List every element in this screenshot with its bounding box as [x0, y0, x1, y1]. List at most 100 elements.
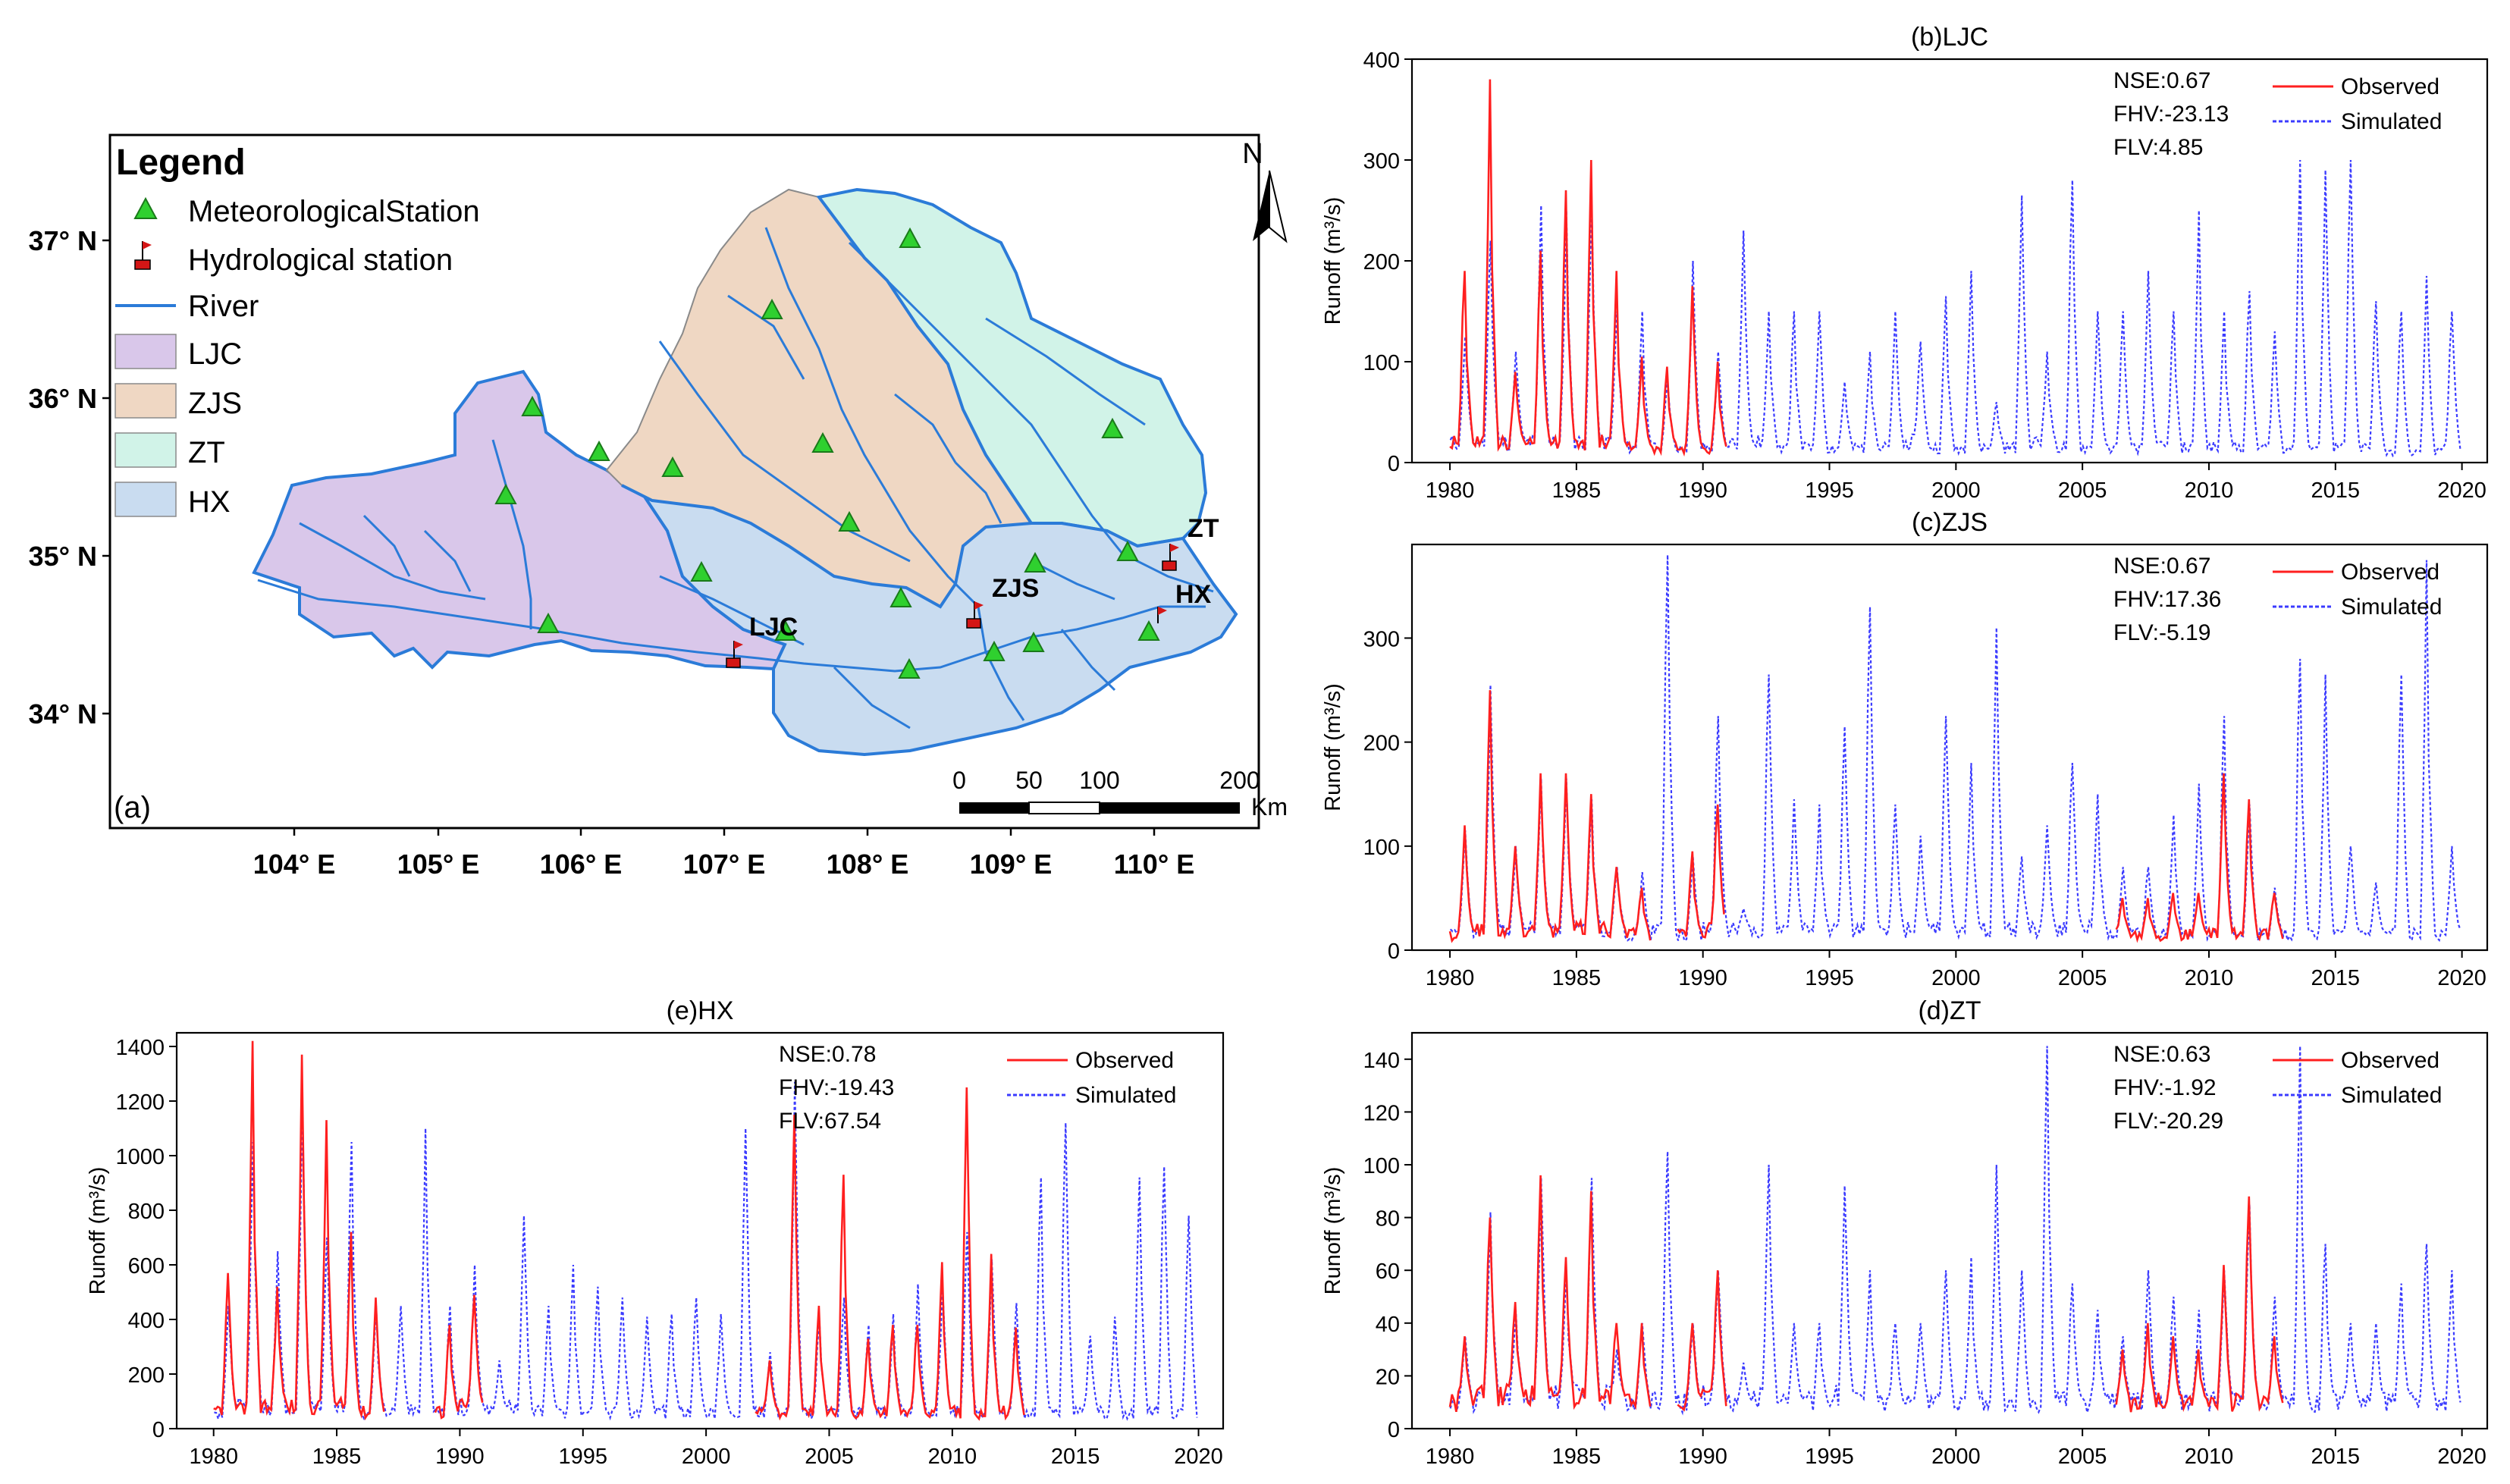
y-tick-label: 20	[1376, 1365, 1400, 1389]
chart-title: (d)ZT	[1918, 996, 1981, 1025]
meteo-station-marker	[774, 620, 797, 641]
north-arrow-icon: N	[1242, 138, 1288, 243]
x-tick-label: 2000	[682, 1445, 731, 1469]
simulated-series-line	[1449, 554, 2461, 943]
lon-label-110: 110° E	[1114, 849, 1195, 880]
y-tick-label: 1200	[115, 1090, 165, 1115]
legend-hx-swatch	[115, 482, 177, 517]
x-tick-label: 2020	[2437, 1445, 2486, 1469]
chart-zt: (d)ZT 0 20 40 60 80 100 120 140 1980 1985 1990 1995 2…	[1321, 996, 2489, 1469]
map-legend: Legend MeteorologicalStation Hydrologica…	[115, 143, 480, 519]
x-tick-label: 1980	[189, 1445, 238, 1469]
lat-label-36: 36° N	[29, 383, 97, 414]
plot-area	[1410, 543, 2489, 952]
meteo-station-marker	[1116, 540, 1139, 561]
y-axis-label: Runoff (m³/s)	[86, 1167, 110, 1295]
hydro-station-ljc	[726, 641, 743, 668]
meteo-station-marker	[898, 657, 921, 679]
scale-label-50: 50	[1015, 767, 1043, 794]
map-panel-label: (a)	[114, 791, 151, 824]
meteo-station-marker	[1022, 631, 1045, 652]
meteo-station-marker	[1024, 551, 1046, 573]
meteo-station-marker	[521, 395, 544, 416]
observed-series-line	[1449, 79, 1727, 457]
observed-series-line	[1448, 690, 1652, 943]
legend-zjs-swatch	[115, 383, 177, 419]
x-tick-label: 1985	[312, 1445, 362, 1469]
plot-area	[1410, 1031, 2489, 1430]
y-tick-label: 300	[1363, 627, 1400, 651]
stat-label: FHV:-19.43	[779, 1075, 894, 1100]
x-tick-label: 2005	[805, 1445, 854, 1469]
stat-label: FLV:4.85	[2113, 135, 2203, 160]
stat-label: NSE:0.78	[779, 1042, 876, 1067]
x-tick-label: 2000	[1931, 1445, 1981, 1469]
chart-ljc: (b)LJC 0 100 200 300 400 1980 1985 1990 1995 2000 2…	[1321, 23, 2489, 503]
stat-label: FLV:67.54	[779, 1109, 881, 1134]
stat-label: FHV:-1.92	[2113, 1075, 2217, 1100]
simulated-series-line	[1449, 159, 2461, 458]
y-axis-label: Runoff (m³/s)	[1321, 683, 1345, 811]
x-tick-label: 1990	[435, 1445, 485, 1469]
scale-label-0: 0	[952, 767, 966, 794]
observed-series-line	[1677, 1270, 1727, 1412]
legend-observed-label: Observed	[2341, 560, 2439, 585]
legend-title: Legend	[116, 143, 246, 183]
y-tick-label: 80	[1376, 1207, 1400, 1231]
scale-bar: 0 50 100 200 Km	[952, 767, 1288, 820]
x-tick-label: 1980	[1426, 1445, 1475, 1469]
legend-ljc-swatch	[115, 334, 177, 369]
chart-title: (e)HX	[667, 996, 734, 1025]
lon-label-105: 105° E	[397, 849, 479, 880]
plot-area	[1410, 58, 2489, 464]
station-label-hx: HX	[1175, 580, 1212, 609]
y-tick-label: 300	[1363, 149, 1400, 174]
y-tick-label: 140	[1363, 1049, 1400, 1073]
hydro-station-zjs	[966, 601, 984, 629]
lon-label-107: 107° E	[683, 849, 765, 880]
x-tick-label: 2015	[1051, 1445, 1100, 1469]
hydro-station-zt	[1162, 544, 1179, 571]
y-tick-label: 100	[1363, 1154, 1400, 1178]
legend-zt-swatch	[115, 432, 177, 468]
x-tick-label: 2020	[2437, 966, 2486, 990]
x-tick-label: 1985	[1552, 1445, 1602, 1469]
x-tick-label: 1990	[1678, 478, 1727, 503]
legend-label-hx: HX	[188, 485, 231, 519]
x-tick-label: 2005	[2058, 478, 2107, 503]
lat-label-37: 37° N	[29, 225, 97, 256]
x-tick-label: 1990	[1678, 1445, 1727, 1469]
x-tick-label: 2005	[2058, 966, 2107, 990]
legend-label-zt: ZT	[188, 436, 225, 469]
stat-label: FLV:-5.19	[2113, 620, 2210, 645]
meteo-station-marker	[838, 510, 861, 532]
legend-meteo-icon	[133, 196, 158, 219]
y-tick-label: 200	[1363, 250, 1400, 275]
meteo-station-marker	[1137, 620, 1160, 641]
y-tick-label: 600	[128, 1254, 165, 1278]
basin-zt	[816, 187, 1208, 548]
river-network	[257, 227, 1214, 729]
basin-hx	[621, 484, 1238, 757]
y-tick-label: 120	[1363, 1101, 1400, 1125]
station-label-zjs: ZJS	[992, 574, 1039, 603]
legend-simulated-label: Simulated	[2341, 109, 2442, 134]
observed-series-line	[1448, 1175, 1652, 1413]
lon-label-104: 104° E	[253, 849, 335, 880]
x-tick-label: 1995	[1805, 478, 1854, 503]
x-tick-label: 2020	[1174, 1445, 1223, 1469]
x-tick-label: 2020	[2437, 478, 2486, 503]
y-tick-label: 1400	[115, 1036, 165, 1060]
scale-label-200: 200	[1219, 767, 1260, 794]
legend-simulated-label: Simulated	[2341, 595, 2442, 620]
legend-observed-label: Observed	[2341, 74, 2439, 99]
legend-label-ljc: LJC	[188, 337, 242, 371]
x-tick-label: 2015	[2311, 1445, 2361, 1469]
stat-label: FLV:-20.29	[2113, 1109, 2223, 1134]
y-tick-label: 100	[1363, 351, 1400, 375]
meteo-station-marker	[588, 440, 610, 461]
meteo-station-marker	[1101, 417, 1124, 438]
legend-label-meteo: MeteorologicalStation	[188, 195, 480, 228]
meteo-station-marker	[661, 456, 684, 477]
